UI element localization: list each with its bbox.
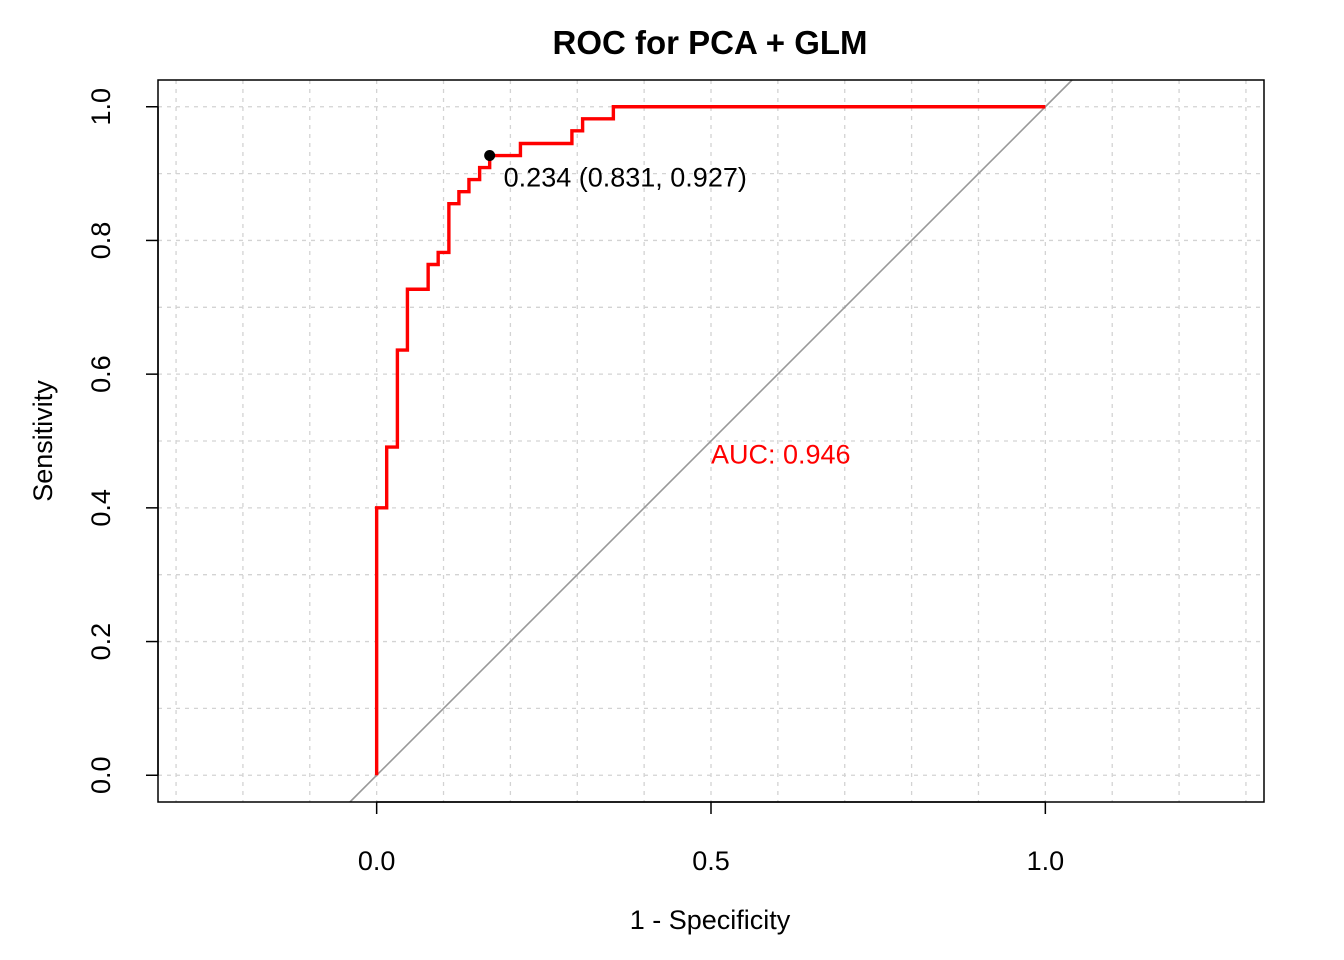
x-axis-label: 1 - Specificity [630,905,791,935]
y-axis-label: Sensitivity [28,380,58,502]
y-axis: 0.0 0.2 0.4 0.6 0.8 1.0 [86,88,159,794]
y-tick-label: 1.0 [86,88,116,126]
roc-curve-line [374,105,1046,776]
y-tick-label: 0.2 [86,623,116,661]
auc-label: AUC: 0.946 [711,439,851,469]
x-tick-label: 1.0 [1027,846,1065,876]
y-tick-label: 0.8 [86,222,116,260]
threshold-point [484,150,496,162]
x-tick-label: 0.0 [358,846,396,876]
x-axis: 0.0 0.5 1.0 [358,801,1065,876]
y-tick-label: 0.0 [86,756,116,794]
x-tick-label: 0.5 [692,846,730,876]
y-tick-label: 0.6 [86,355,116,393]
grid [158,80,1264,802]
y-tick-label: 0.4 [86,489,116,527]
chart-title: ROC for PCA + GLM [552,24,867,61]
chance-diagonal-line [349,79,1073,803]
threshold-label: 0.234 (0.831, 0.927) [504,163,747,193]
